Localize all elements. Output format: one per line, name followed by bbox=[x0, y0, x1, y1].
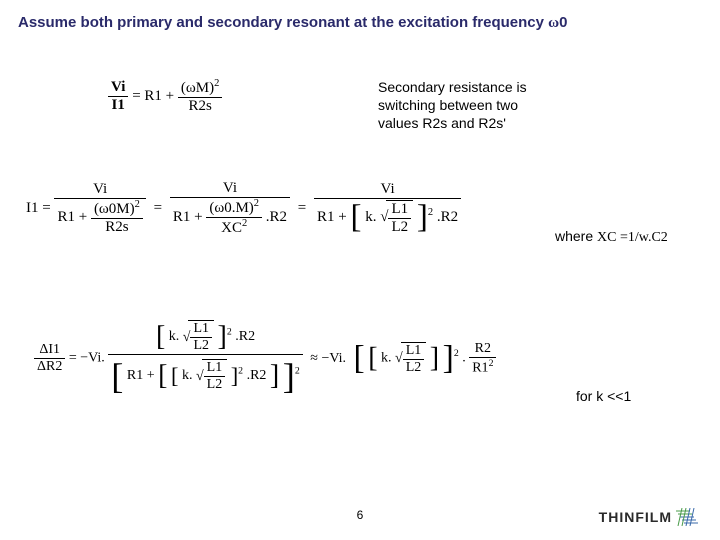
eq2-t1-exp: 2 bbox=[135, 199, 140, 210]
eq1-lhs-den: I1 bbox=[108, 97, 128, 114]
logo-text: THINFILM bbox=[599, 509, 672, 525]
eq3-den-l2: L2 bbox=[204, 377, 226, 393]
sec-line-1: Secondary resistance is bbox=[378, 78, 527, 96]
eq2-t3-tail: .R2 bbox=[437, 209, 458, 225]
eq2-t3-l2: L2 bbox=[388, 219, 411, 236]
sec-line-3: values R2s and R2s' bbox=[378, 114, 527, 132]
eq1-equals: = bbox=[132, 88, 144, 104]
eq2-t1-num: Vi bbox=[54, 181, 145, 199]
eq1-r1: R1 + bbox=[144, 88, 174, 104]
equation-3: ΔI1 ΔR2 = −Vi. [ k. L1L2 ]2 .R2 [ R1 + [… bbox=[34, 320, 496, 397]
eq3-r-exp: 2 bbox=[454, 348, 459, 359]
eq2-t2-wm: (ω0.M) bbox=[209, 200, 253, 216]
for-k-text: for k <<1 bbox=[576, 388, 631, 404]
eq3-r-k: k. bbox=[381, 351, 392, 366]
eq3-den-tail: .R2 bbox=[247, 368, 267, 383]
title-text: Assume both primary and secondary resona… bbox=[18, 14, 548, 31]
title-sub: 0 bbox=[559, 14, 567, 31]
eq2-t2-exp: 2 bbox=[254, 198, 259, 209]
eq3-num-tail: .R2 bbox=[235, 329, 255, 344]
eq3-lhs-eq: = −Vi. bbox=[69, 351, 105, 366]
eq3-lhs-num: ΔI1 bbox=[34, 342, 65, 359]
equation-1: Vi I1 = R1 + (ωM)2 R2s bbox=[108, 78, 222, 115]
eq2-eq1: = bbox=[150, 200, 166, 216]
eq3-den-exp-in: 2 bbox=[238, 366, 243, 377]
page-title: Assume both primary and secondary resona… bbox=[0, 0, 720, 32]
eq2-t2-tail: .R2 bbox=[266, 209, 287, 225]
eq1-den: R2s bbox=[178, 98, 222, 115]
equation-2: I1 = Vi R1 + (ω0M)2 R2s = Vi R1 + (ω0.M)… bbox=[26, 180, 461, 237]
eq3-num-l2: L2 bbox=[190, 338, 212, 354]
eq2-t3-l1: L1 bbox=[388, 201, 411, 219]
eq3-tail-den: R1 bbox=[472, 360, 488, 375]
eq3-num-exp: 2 bbox=[227, 327, 232, 338]
eq2-t2-xcexp: 2 bbox=[242, 218, 247, 229]
eq2-t2-r1: R1 + bbox=[173, 209, 203, 225]
where-text: where bbox=[555, 228, 597, 244]
eq2-t3-num: Vi bbox=[314, 181, 461, 199]
eq3-den-l1: L1 bbox=[204, 360, 226, 377]
page-number: 6 bbox=[357, 508, 364, 522]
eq2-t3-r1: R1 + bbox=[317, 209, 347, 225]
eq2-t3-k: k. bbox=[365, 209, 376, 225]
eq2-eq2: = bbox=[294, 200, 310, 216]
eq2-t1-r1: R1 + bbox=[57, 209, 87, 225]
eq3-r-l1: L1 bbox=[403, 343, 425, 360]
eq3-den-exp-out: 2 bbox=[295, 366, 300, 377]
eq2-t2-xc: XC bbox=[221, 220, 242, 236]
logo-icon bbox=[676, 508, 698, 526]
logo: THINFILM bbox=[599, 508, 698, 526]
eq2-t2-num: Vi bbox=[170, 180, 290, 198]
xc-eq: XC =1/w.C2 bbox=[597, 230, 668, 245]
eq2-t1-wm: (ω0M) bbox=[94, 201, 135, 217]
eq2-t1-r2s: R2s bbox=[91, 219, 143, 236]
eq1-exp: 2 bbox=[214, 78, 219, 89]
eq3-den-r1: R1 + bbox=[127, 368, 155, 383]
eq3-dot: . bbox=[462, 351, 466, 366]
sec-line-2: switching between two bbox=[378, 96, 527, 114]
eq1-lhs-num: Vi bbox=[108, 79, 128, 97]
eq3-tail-den-exp: 2 bbox=[489, 358, 494, 369]
eq3-lhs-den: ΔR2 bbox=[34, 359, 65, 375]
secondary-resistance-text: Secondary resistance is switching betwee… bbox=[378, 78, 527, 133]
eq3-tail-num: R2 bbox=[469, 341, 496, 358]
title-omega: ω bbox=[548, 15, 559, 31]
eq3-approx: ≈ −Vi. bbox=[306, 351, 350, 366]
eq3-r-l2: L2 bbox=[403, 360, 425, 376]
for-k-note: for k <<1 bbox=[576, 388, 631, 404]
eq2-lhs: I1 = bbox=[26, 200, 51, 216]
eq1-num: (ωM) bbox=[181, 80, 214, 96]
where-xc-note: where XC =1/w.C2 bbox=[555, 228, 668, 246]
eq2-t3-exp: 2 bbox=[428, 207, 433, 218]
eq3-den-k: k. bbox=[182, 368, 193, 383]
eq3-num-k: k. bbox=[169, 329, 180, 344]
eq3-num-l1: L1 bbox=[190, 321, 212, 338]
